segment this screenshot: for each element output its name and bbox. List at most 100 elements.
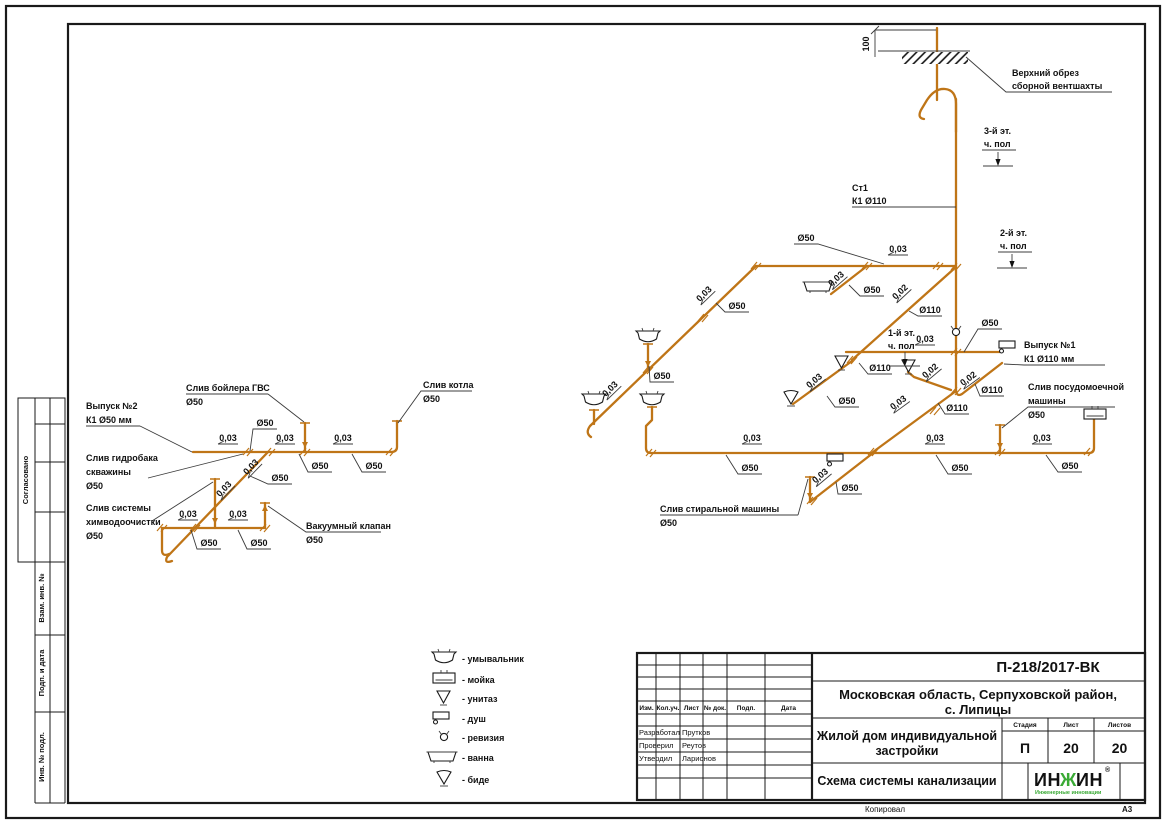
svg-text:0,03: 0,03 (229, 509, 247, 519)
pipe-diameter-label: Ø50 (653, 371, 670, 381)
outlet1-label: К1 Ø110 мм (1024, 354, 1075, 364)
name-developed: Прутков (682, 728, 710, 737)
chem-label: химводоочистки (86, 517, 161, 527)
project-location: Московская область, Серпуховской район, (839, 687, 1117, 702)
svg-text:0,03: 0,03 (743, 433, 761, 443)
side-strip: Согласовано Взам. инв. № Подп. и дата Ин… (17, 397, 66, 804)
dishwasher-label: машины (1028, 396, 1066, 406)
footer: Копировал А3 (865, 805, 1133, 814)
registered-mark: ® (1105, 766, 1111, 774)
project-name: Жилой дом индивидуальной (816, 729, 997, 743)
pipe-bidet-branch (791, 359, 854, 406)
vacuum-label: Вакуумный клапан (306, 521, 391, 531)
pipe-diameter-label: Ø50 (728, 301, 745, 311)
leader-lines (86, 56, 1115, 550)
shower-icon (432, 711, 450, 725)
svg-text:0,03: 0,03 (889, 244, 907, 254)
sheet-value: 20 (1063, 740, 1079, 756)
pipe-joints (156, 261, 1095, 533)
drawing-title: Схема системы канализации (817, 774, 996, 788)
toilet-icon (436, 690, 451, 706)
slope-label: 0,02 (920, 361, 942, 383)
boiler-label: Слив бойлера ГВС (186, 383, 270, 393)
svg-text:0,03: 0,03 (694, 284, 714, 303)
svg-text:0,03: 0,03 (241, 457, 260, 477)
pipe-diameter-label: Ø50 (271, 473, 288, 483)
shower-icon (826, 453, 844, 467)
ground-hatch (902, 52, 968, 64)
kettle-label: Ø50 (423, 394, 440, 404)
slope-label: 0,03 (227, 509, 248, 521)
slope-label: 0,03 (214, 479, 236, 501)
svg-text:0,03: 0,03 (1033, 433, 1051, 443)
col-header-data: Дата (781, 705, 796, 712)
outlet2-label: К1 Ø50 мм (86, 415, 132, 425)
legend-item-label: - мойка (462, 675, 496, 685)
pipe-left-diagonal (165, 450, 270, 564)
pipe-diameter-label: Ø50 (256, 418, 273, 428)
pipe-diameter-label: Ø50 (365, 461, 382, 471)
pipe-boiler-drop (389, 419, 399, 454)
pipe-left-end-drop (160, 526, 171, 557)
pipe-network (160, 26, 1096, 564)
vent-label: Верхний обрез (1012, 68, 1079, 78)
legend-item-label: - унитаз (462, 694, 498, 704)
pipe-diameter-label: Ø50 (838, 396, 855, 406)
dimension-100: 100 (861, 36, 871, 51)
title-block: Изм. Кол.уч. Лист № док. Подп. Дата Разр… (635, 651, 1147, 802)
pipe-diameter-label: Ø50 (200, 538, 217, 548)
pipe-washbasin3-drop (644, 405, 654, 455)
sink-icon (432, 669, 456, 684)
side-label-approved: Согласовано (21, 455, 30, 504)
svg-text:0,03: 0,03 (276, 433, 294, 443)
floor2-label: 2-й эт. (1000, 228, 1027, 238)
kettle-label: Слив котла (423, 380, 474, 390)
col-header-list: Лист (684, 705, 699, 712)
pipe-collector-110 (871, 389, 958, 454)
vent-label: сборной вентшахты (1012, 81, 1103, 91)
side-label-vzam: Взам. инв. № (37, 573, 46, 622)
sheet-header: Лист (1063, 722, 1078, 729)
role-developed: Разработал (639, 728, 680, 737)
slope-label: 0,03 (274, 433, 295, 445)
pipe-socket-ticks (210, 343, 1005, 504)
washbasin-icon (635, 327, 661, 343)
side-label-podp: Подп. и дата (37, 649, 46, 697)
pipe-diameter-label: Ø50 (951, 463, 968, 473)
pipe-diameter-label: Ø50 (1061, 461, 1078, 471)
diagram-labels: Верхний обрез сборной вентшахты 3-й эт. … (86, 68, 1124, 548)
sheet-frame: Согласовано Взам. инв. № Подп. и дата Ин… (4, 4, 1162, 820)
legend-item-label: - душ (462, 714, 486, 724)
role-approved: Утвердил (639, 754, 672, 763)
col-header-izm: Изм. (639, 705, 654, 712)
company-logo: ИН Ж ИН ® Инженерные инновации (1034, 766, 1111, 796)
toilet-icon (834, 355, 849, 371)
pipe-diameter-label: Ø50 (863, 285, 880, 295)
col-header-podp: Подп. (737, 705, 756, 712)
project-name: застройки (876, 744, 939, 758)
svg-text:0,02: 0,02 (920, 361, 940, 380)
stack-label: К1 Ø110 (852, 196, 887, 206)
sink-icon (1083, 405, 1107, 420)
floor1-label: 1-й эт. (888, 328, 915, 338)
pipe-diameter-label: Ø110 (946, 403, 968, 413)
svg-text:0,03: 0,03 (214, 479, 233, 499)
chem-label: Ø50 (86, 531, 103, 541)
slope-label: 0,03 (241, 457, 263, 479)
svg-text:0,03: 0,03 (810, 466, 830, 485)
name-approved: Ларионов (682, 754, 716, 763)
legend-item-label: - биде (462, 775, 489, 785)
svg-text:0,02: 0,02 (890, 282, 910, 301)
pipe-diameter-label: Ø50 (841, 483, 858, 493)
pipe-diameter-label: Ø50 (250, 538, 267, 548)
pipe-diameter-label: Ø50 (741, 463, 758, 473)
outlet1-label: Выпуск №1 (1024, 340, 1075, 350)
slope-label: 0,03 (888, 393, 911, 414)
logo-text: ИН (1034, 770, 1061, 790)
hydrotank-label: скважины (86, 467, 131, 477)
project-location: с. Липицы (945, 702, 1012, 717)
bidet-icon (436, 769, 452, 787)
slope-label: 0,02 (958, 369, 981, 390)
floor3-label: ч. пол (984, 139, 1011, 149)
slope-label: 0,03 (804, 371, 826, 392)
